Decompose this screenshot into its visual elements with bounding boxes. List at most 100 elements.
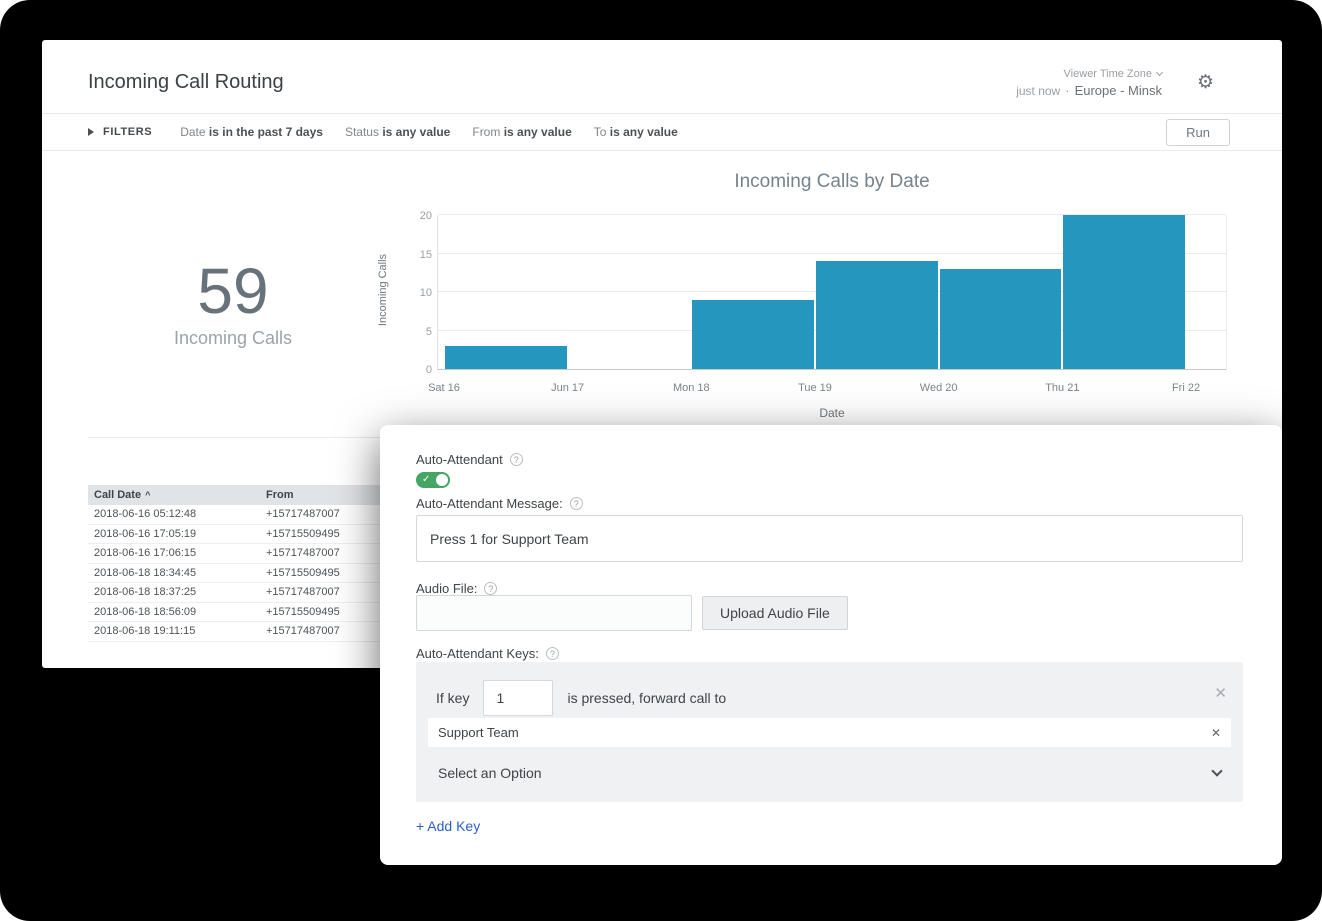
option-select-label: Select an Option: [438, 765, 542, 781]
keys-label-text: Auto-Attendant Keys:: [416, 646, 539, 661]
timezone-selector-label: Viewer Time Zone: [1063, 68, 1152, 80]
gridline: [438, 252, 1226, 254]
x-tick-label: Sat 16: [428, 382, 460, 394]
x-tick-label: Thu 21: [1045, 382, 1080, 394]
help-icon[interactable]: ?: [545, 647, 559, 660]
key-number-input[interactable]: [483, 680, 554, 716]
chart-bar: [939, 268, 1062, 369]
gridline: [438, 214, 1226, 215]
table-cell: 2018-06-18 18:37:25: [94, 586, 197, 598]
y-tick-label: 0: [425, 364, 432, 376]
key-suffix-text: is pressed, forward call to: [567, 690, 727, 706]
audio-file-label: Audio File:?: [416, 581, 498, 596]
filter-field: From: [472, 125, 504, 139]
x-tick-label: Tue 19: [798, 382, 832, 394]
filters-bar: FILTERS Date is in the past 7 days Status…: [42, 113, 1282, 151]
incoming-calls-count-label: Incoming Calls: [173, 328, 293, 348]
filter-condition: is in the past 7 days: [208, 125, 323, 139]
table-cell: +15715509495: [266, 605, 340, 618]
single-value-tile: 59 Incoming Calls: [88, 258, 378, 349]
chevron-down-icon: [1211, 764, 1223, 777]
key-config-box: If key is pressed, forward call to ✕ Sup…: [416, 662, 1243, 802]
key-row: If key is pressed, forward call to: [436, 680, 726, 716]
help-icon[interactable]: ?: [509, 453, 523, 466]
add-key-button[interactable]: + Add Key: [416, 818, 481, 834]
forward-target-value: Support Team: [438, 725, 519, 740]
clear-target-icon[interactable]: ✕: [1210, 725, 1221, 740]
x-tick-label: Wed 20: [919, 382, 958, 394]
x-tick-label: Jun 17: [551, 382, 585, 394]
filter-condition: is any value: [382, 125, 451, 139]
dot-separator: ·: [1065, 83, 1070, 98]
page-title: Incoming Call Routing: [88, 71, 284, 93]
y-tick-label: 20: [419, 210, 432, 222]
check-icon: ✓: [422, 474, 431, 485]
upload-audio-button[interactable]: Upload Audio File: [702, 596, 848, 630]
filter-field: Date: [180, 125, 209, 139]
last-run-time: just now: [1016, 84, 1061, 98]
y-tick-label: 10: [419, 287, 432, 299]
help-icon[interactable]: ?: [484, 582, 498, 595]
table-cell: +15715509495: [266, 527, 340, 540]
timezone-value: Europe - Minsk: [1074, 83, 1162, 98]
table-cell: 2018-06-16 05:12:48: [94, 508, 197, 520]
chart-plot: Incoming Calls 0 5 10 15 20 Sat 16 Jun 17 Mon 1…: [377, 210, 1227, 394]
chevron-down-icon: [1155, 68, 1164, 77]
filter-condition: is any value: [609, 125, 678, 139]
auto-attendant-label: Auto-Attendant?: [416, 452, 523, 467]
audio-file-input[interactable]: [416, 595, 692, 631]
chart-bar: [692, 299, 814, 369]
incoming-calls-count: 59: [197, 255, 269, 327]
x-tick-label: Mon 18: [672, 382, 710, 394]
chart-bar: [816, 261, 938, 369]
filters-label: FILTERS: [103, 126, 153, 138]
table-cell: 2018-06-18 19:11:15: [94, 625, 196, 637]
audio-file-label-text: Audio File:: [416, 581, 478, 596]
chart-title: Incoming Calls by Date: [734, 171, 930, 192]
table-cell: +15715509495: [266, 566, 340, 579]
help-icon[interactable]: ?: [569, 497, 583, 510]
auto-attendant-toggle[interactable]: ✓: [416, 472, 450, 488]
table-cell: 2018-06-18 18:34:45: [94, 566, 197, 579]
remove-key-icon[interactable]: ✕: [1214, 685, 1227, 702]
header-meta: Viewer Time Zone just now · Europe - Minsk: [1016, 68, 1164, 98]
key-prefix-text: If key: [436, 690, 470, 706]
auto-attendant-label-text: Auto-Attendant: [416, 452, 503, 467]
filter-item[interactable]: From is any value: [472, 125, 571, 139]
filter-item[interactable]: Date is in the past 7 days: [180, 125, 323, 139]
chart-bar: [445, 345, 567, 369]
table-cell: 2018-06-16 17:05:19: [94, 527, 197, 540]
x-tick-label: Fri 22: [1171, 382, 1201, 394]
filter-field: To: [593, 125, 610, 139]
x-axis-title: Date: [819, 406, 845, 420]
auto-attendant-panel: Auto-Attendant? ✓ Auto-Attendant Message…: [380, 425, 1282, 865]
toggle-knob: [436, 474, 448, 486]
filter-list: Date is in the past 7 days Status is any …: [180, 125, 678, 139]
keys-label: Auto-Attendant Keys:?: [416, 646, 559, 661]
sort-asc-icon: ^: [145, 490, 151, 500]
table-cell: +15717487007: [266, 508, 340, 520]
chart-bar: [1063, 215, 1185, 369]
y-tick-label: 5: [425, 325, 432, 338]
table-cell: +15717487007: [266, 586, 340, 598]
filter-item[interactable]: To is any value: [594, 125, 678, 139]
filter-item[interactable]: Status is any value: [345, 125, 450, 139]
table-cell: +15717487007: [266, 547, 340, 559]
table-cell: 2018-06-16 17:06:15: [94, 547, 197, 559]
table-cell: 2018-06-18 18:56:09: [94, 605, 197, 618]
column-header-call-date[interactable]: Call Date ^: [94, 489, 151, 501]
y-axis-title: Incoming Calls: [377, 253, 389, 327]
run-button[interactable]: Run: [1166, 119, 1230, 146]
filters-expand-caret-icon[interactable]: [88, 128, 94, 136]
auto-attendant-message-input[interactable]: [416, 515, 1243, 562]
option-select[interactable]: Select an Option: [428, 758, 1231, 788]
timezone-selector[interactable]: Viewer Time Zone: [1016, 68, 1164, 80]
message-label: Auto-Attendant Message:?: [416, 496, 583, 511]
y-tick-label: 15: [419, 248, 432, 261]
column-header-from[interactable]: From: [266, 489, 294, 501]
message-label-text: Auto-Attendant Message:: [416, 496, 563, 511]
forward-target-field[interactable]: Support Team ✕: [428, 718, 1231, 747]
timezone-info: just now · Europe - Minsk: [1016, 83, 1162, 98]
gear-icon[interactable]: ⚙: [1196, 72, 1214, 93]
